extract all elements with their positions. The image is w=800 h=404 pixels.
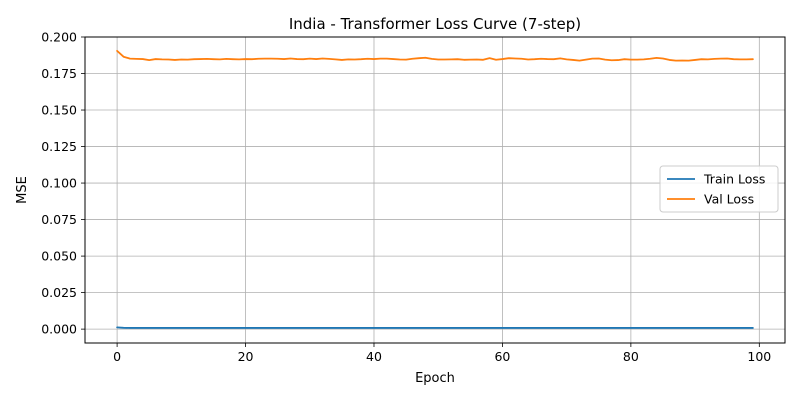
y-axis-label: MSE	[15, 176, 30, 204]
y-tick-label: 0.175	[41, 66, 77, 81]
legend-box	[659, 165, 779, 213]
plot-frame	[84, 36, 786, 344]
y-tick-label: 0.150	[41, 103, 77, 118]
x-axis-label: Epoch	[415, 371, 455, 386]
series-lines	[116, 49, 754, 329]
x-ticks: 0 20 40 60 80 100	[113, 343, 771, 364]
y-tick-label: 0.125	[41, 139, 77, 154]
y-ticks: 0.000 0.025 0.050 0.075 0.100 0.125 0.150 0.175…	[41, 30, 85, 337]
x-tick-label: 20	[238, 349, 254, 364]
y-tick-label: 0.025	[41, 285, 77, 300]
legend: Train Loss Val Loss	[659, 165, 779, 213]
series-line-val-loss	[116, 49, 754, 62]
series-line-train-loss	[116, 326, 754, 329]
x-tick-label: 60	[494, 349, 510, 364]
y-tick-label: 0.050	[41, 249, 77, 264]
grid	[85, 36, 785, 343]
legend-label-val: Val Loss	[704, 192, 754, 207]
y-tick-label: 0.100	[41, 176, 77, 191]
y-tick-label: 0.075	[41, 212, 77, 227]
legend-label-train: Train Loss	[703, 172, 765, 187]
chart-title: India - Transformer Loss Curve (7-step)	[289, 15, 581, 33]
x-tick-label: 80	[623, 349, 639, 364]
x-tick-label: 40	[366, 349, 382, 364]
x-tick-label: 0	[113, 349, 121, 364]
y-tick-label: 0.000	[41, 322, 77, 337]
y-tick-label: 0.200	[41, 30, 77, 45]
x-tick-label: 100	[747, 349, 771, 364]
